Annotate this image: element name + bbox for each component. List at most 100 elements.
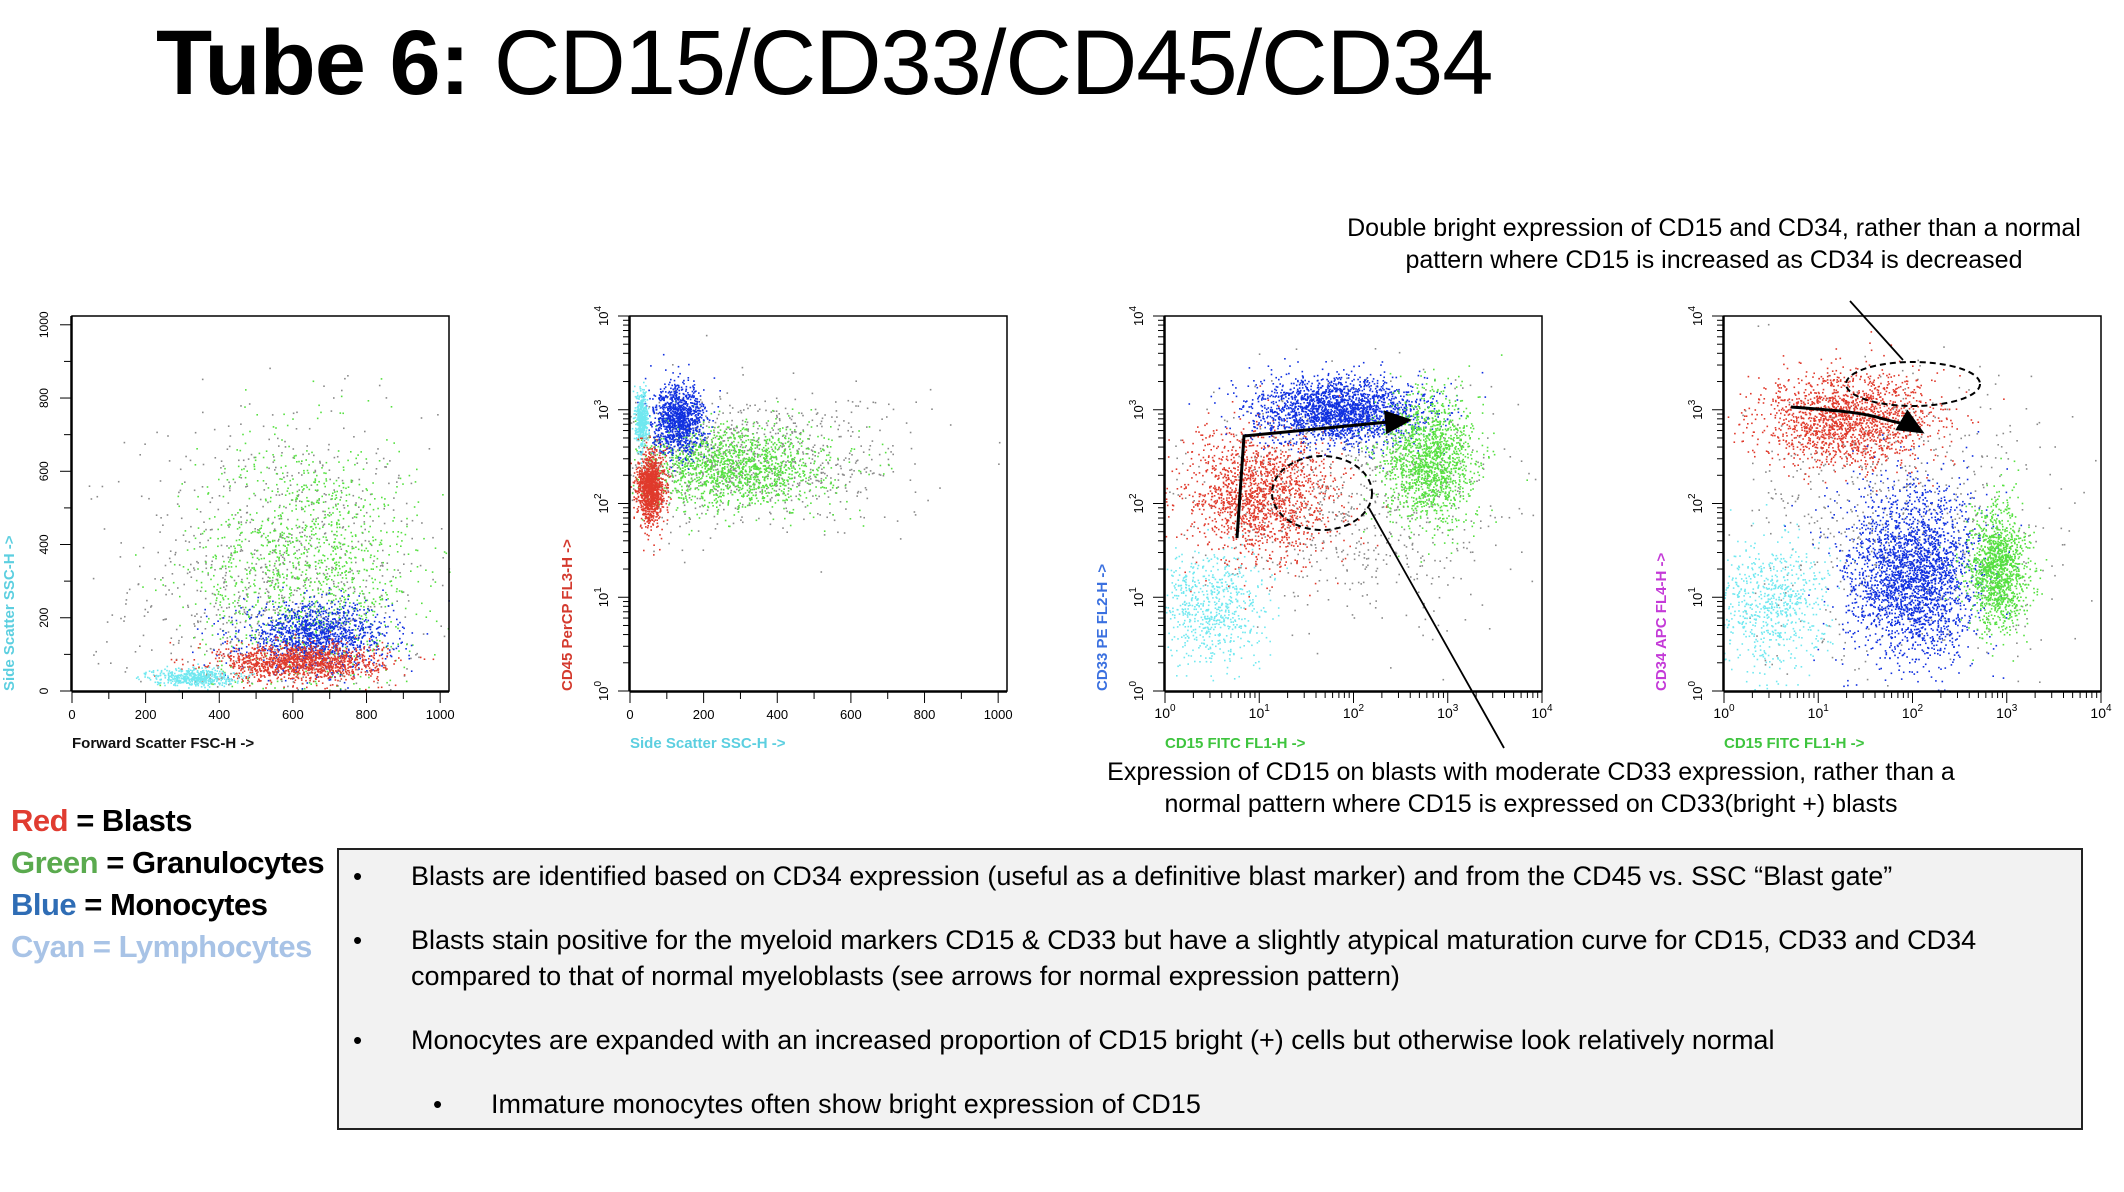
data-point-blasts <box>320 662 322 664</box>
data-point-monocytes <box>286 630 288 632</box>
data-point-monocytes <box>235 630 237 632</box>
data-point-blasts <box>379 664 381 667</box>
data-point-monocytes <box>334 612 337 615</box>
data-point-monocytes <box>368 609 370 612</box>
data-point-blasts <box>337 663 340 665</box>
data-point-other <box>210 648 212 650</box>
data-point-granulocytes <box>404 607 407 610</box>
data-point-blasts <box>248 652 250 655</box>
data-point-granulocytes <box>205 561 207 563</box>
data-point-lymphocytes <box>194 679 197 681</box>
data-point-other <box>274 469 276 471</box>
data-point-blasts <box>297 670 299 673</box>
data-point-monocytes <box>324 632 326 635</box>
data-point-monocytes <box>378 632 381 634</box>
data-point-blasts <box>271 666 274 669</box>
data-point-blasts <box>193 659 196 661</box>
data-point-other <box>264 566 267 568</box>
data-point-lymphocytes <box>219 674 222 676</box>
data-point-granulocytes <box>281 512 284 514</box>
data-point-granulocytes <box>344 589 347 592</box>
data-point-blasts <box>350 677 353 680</box>
data-point-granulocytes <box>326 579 328 581</box>
data-point-granulocytes <box>262 544 264 547</box>
data-point-blasts <box>432 658 435 661</box>
data-point-monocytes <box>369 632 372 635</box>
data-point-granulocytes <box>302 643 305 645</box>
data-point-blasts <box>243 661 245 663</box>
data-point-granulocytes <box>327 507 330 510</box>
data-point-monocytes <box>271 633 273 636</box>
data-point-blasts <box>308 668 310 670</box>
data-point-monocytes <box>319 632 322 634</box>
data-point-blasts <box>398 657 400 659</box>
data-point-blasts <box>280 660 283 663</box>
data-point-monocytes <box>381 633 384 635</box>
data-point-monocytes <box>241 640 243 642</box>
data-point-monocytes <box>340 590 342 592</box>
data-point-other <box>389 689 392 691</box>
data-point-other <box>347 618 349 621</box>
data-point-other <box>196 589 199 592</box>
data-point-granulocytes <box>235 582 238 584</box>
data-point-other <box>380 606 383 608</box>
data-point-blasts <box>292 652 295 654</box>
data-point-blasts <box>275 655 278 657</box>
data-point-blasts <box>248 667 250 669</box>
data-point-other <box>274 609 276 612</box>
data-point-other <box>328 511 331 514</box>
data-point-other <box>335 613 337 616</box>
data-point-granulocytes <box>318 480 320 483</box>
data-point-granulocytes <box>393 569 396 571</box>
data-point-monocytes <box>355 619 358 622</box>
data-point-monocytes <box>288 642 291 644</box>
data-point-monocytes <box>304 649 307 652</box>
data-point-monocytes <box>334 638 337 640</box>
data-point-monocytes <box>262 646 265 649</box>
data-point-blasts <box>284 672 287 675</box>
data-point-granulocytes <box>387 504 390 506</box>
data-point-other <box>228 657 231 659</box>
data-point-blasts <box>233 676 235 678</box>
data-point-other <box>155 514 158 516</box>
data-point-other <box>139 645 141 647</box>
data-point-blasts <box>235 644 238 646</box>
data-point-granulocytes <box>416 514 418 517</box>
data-point-other <box>292 594 295 596</box>
data-point-blasts <box>282 647 284 649</box>
data-point-blasts <box>345 656 348 658</box>
data-point-blasts <box>286 654 288 656</box>
data-point-blasts <box>320 667 322 670</box>
data-point-granulocytes <box>297 587 300 589</box>
data-point-monocytes <box>245 655 248 657</box>
data-point-granulocytes <box>276 680 279 683</box>
data-point-granulocytes <box>371 610 374 613</box>
data-point-granulocytes <box>310 683 312 685</box>
data-point-blasts <box>376 668 379 671</box>
data-point-granulocytes <box>358 496 360 499</box>
data-point-blasts <box>265 644 267 647</box>
data-point-monocytes <box>275 652 277 655</box>
data-point-other <box>106 641 108 643</box>
data-point-other <box>88 485 91 487</box>
data-point-granulocytes <box>237 512 239 514</box>
data-point-monocytes <box>265 642 268 644</box>
data-point-granulocytes <box>360 509 362 511</box>
data-point-other <box>90 498 93 500</box>
data-point-blasts <box>376 677 378 680</box>
data-point-monocytes <box>269 632 272 635</box>
data-point-monocytes <box>318 634 321 636</box>
data-point-monocytes <box>269 639 271 642</box>
data-point-blasts <box>301 651 304 654</box>
data-point-blasts <box>229 659 232 662</box>
data-point-granulocytes <box>269 500 272 503</box>
data-point-monocytes <box>284 615 287 617</box>
data-point-granulocytes <box>384 498 386 500</box>
data-point-blasts <box>331 657 334 660</box>
data-point-monocytes <box>347 610 350 613</box>
data-point-blasts <box>389 651 391 653</box>
data-point-other <box>279 534 282 536</box>
data-point-blasts <box>251 674 254 676</box>
data-point-granulocytes <box>403 666 406 669</box>
data-point-blasts <box>292 686 294 688</box>
